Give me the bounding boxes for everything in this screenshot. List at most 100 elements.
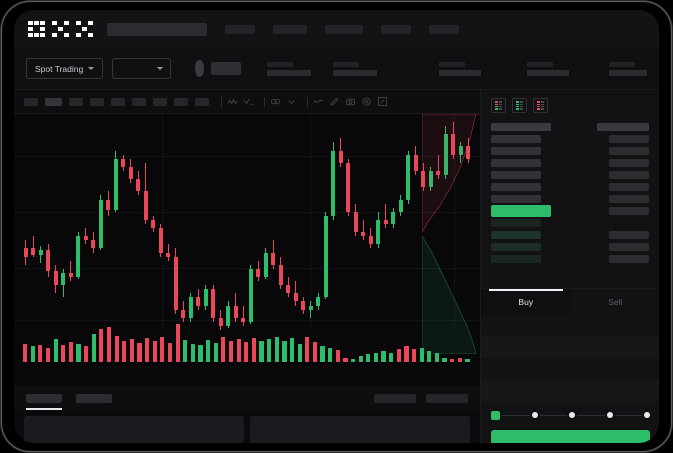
orderbook-ask-row[interactable] <box>491 193 649 205</box>
volume-bar <box>61 345 66 362</box>
orderbook-ask-row[interactable] <box>491 169 649 181</box>
camera-icon[interactable] <box>345 96 356 107</box>
trading-pair-selector[interactable] <box>112 58 172 79</box>
last-price-ticker <box>210 62 241 75</box>
candle <box>286 122 291 330</box>
nav-item-2[interactable] <box>272 24 307 34</box>
price-chart[interactable] <box>14 114 480 386</box>
bottom-card-1[interactable] <box>24 416 244 443</box>
slider-step-100[interactable] <box>644 412 650 418</box>
orderbook-panel: Buy Sell <box>480 90 659 443</box>
nav-item-3[interactable] <box>324 24 363 34</box>
form-row-4[interactable] <box>481 380 659 402</box>
candle <box>331 122 336 330</box>
form-row-2[interactable] <box>481 336 659 358</box>
indicator-alt-icon[interactable] <box>243 96 254 107</box>
settings-gear-icon[interactable] <box>361 96 372 107</box>
timeframe-8[interactable] <box>174 97 188 106</box>
candle <box>211 122 216 330</box>
volume-bar <box>251 338 256 362</box>
depth-chart-overlay <box>422 114 480 354</box>
compare-icon[interactable] <box>270 96 281 107</box>
tab-sell[interactable]: Sell <box>571 289 660 314</box>
volume-bar <box>38 344 43 362</box>
candle <box>278 122 283 330</box>
bottom-panel <box>14 412 480 443</box>
candle <box>308 122 313 330</box>
chart-btn-2[interactable] <box>426 393 468 403</box>
volume-bar <box>122 340 127 362</box>
chart-bottom-tabs <box>14 386 480 410</box>
indicator-icon[interactable] <box>227 96 238 107</box>
tab-buy[interactable]: Buy <box>481 289 571 314</box>
ob-mode-asks-icon[interactable] <box>533 98 548 113</box>
orderbook-mode-switcher <box>481 90 659 119</box>
timeframe-6[interactable] <box>132 97 146 106</box>
amount-percent-slider[interactable] <box>481 404 659 426</box>
trading-mode-selector[interactable]: Spot Trading <box>26 58 104 79</box>
orderbook-bid-row[interactable] <box>491 253 649 265</box>
market-stat-4 <box>527 61 569 76</box>
ob-mode-both-icon[interactable] <box>491 98 506 113</box>
okx-logo-icon[interactable] <box>28 20 93 38</box>
order-form-tabs: Buy Sell <box>481 288 659 314</box>
nav-item-1[interactable] <box>224 24 255 34</box>
orderbook-ask-row[interactable] <box>491 181 649 193</box>
timeframe-5[interactable] <box>111 97 125 106</box>
candle <box>406 122 411 330</box>
timeframe-3[interactable] <box>69 97 83 106</box>
volume-bar <box>335 350 340 362</box>
slider-step-25[interactable] <box>531 412 538 418</box>
nav-item-5[interactable] <box>428 24 459 34</box>
chart-tab-1[interactable] <box>26 393 62 410</box>
ob-mode-bids-icon[interactable] <box>512 98 527 113</box>
volume-bar <box>442 358 447 362</box>
candle <box>271 122 276 330</box>
candle <box>458 122 463 330</box>
orderbook-bid-row[interactable] <box>491 217 649 229</box>
order-form-fields <box>481 314 659 402</box>
volume-bar <box>396 348 401 362</box>
slider-step-50[interactable] <box>569 412 575 418</box>
candle <box>391 122 396 330</box>
volume-bar <box>457 358 462 362</box>
orderbook-ask-row[interactable] <box>491 145 649 157</box>
orderbook-ask-row[interactable] <box>491 133 649 145</box>
candle <box>413 122 418 330</box>
chart-btn-1[interactable] <box>374 393 416 403</box>
candle <box>346 122 351 330</box>
timeframe-4[interactable] <box>90 97 104 106</box>
slider-handle[interactable] <box>491 410 500 420</box>
timeframe-7[interactable] <box>153 97 167 106</box>
candle <box>323 122 328 330</box>
form-row-1[interactable] <box>481 314 659 336</box>
search-input[interactable] <box>106 22 207 36</box>
volume-bar <box>312 342 318 362</box>
line-chart-icon[interactable] <box>313 96 324 107</box>
fullscreen-icon[interactable] <box>377 96 388 107</box>
volume-bar <box>167 343 173 362</box>
volume-bar <box>236 339 241 362</box>
chart-tab-2[interactable] <box>76 393 112 403</box>
place-order-button[interactable] <box>491 430 650 443</box>
slider-step-75[interactable] <box>606 412 613 418</box>
timeframe-2[interactable] <box>45 97 62 106</box>
bottom-card-2[interactable] <box>250 416 470 443</box>
volume-bar <box>76 343 81 362</box>
pencil-icon[interactable] <box>329 96 340 107</box>
candle <box>68 122 73 330</box>
candle <box>31 122 36 330</box>
orderbook-bid-row[interactable] <box>491 241 649 253</box>
volume-bar <box>152 341 157 362</box>
nav-item-4[interactable] <box>380 24 411 34</box>
volume-bar <box>305 337 310 362</box>
orderbook-ask-row[interactable] <box>491 157 649 169</box>
volume-bar <box>274 336 279 362</box>
timeframe-9[interactable] <box>195 97 209 106</box>
orderbook-bid-row[interactable] <box>491 229 649 241</box>
candle <box>196 122 201 330</box>
form-row-3[interactable] <box>481 358 659 380</box>
trading-mode-label: Spot Trading <box>35 63 84 74</box>
chevron-down-icon[interactable] <box>286 96 297 107</box>
timeframe-1[interactable] <box>24 97 38 106</box>
